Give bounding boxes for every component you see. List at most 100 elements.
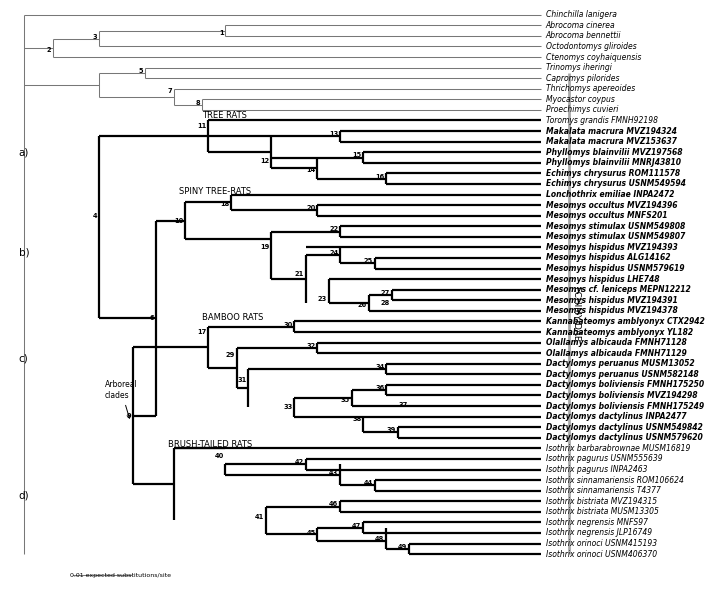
Text: Phyllomys blainvilii MVZ197568: Phyllomys blainvilii MVZ197568 (546, 148, 683, 157)
Text: Mesomys hispidus ALG14162: Mesomys hispidus ALG14162 (546, 254, 670, 263)
Text: Abrocoma bennettii: Abrocoma bennettii (546, 31, 622, 40)
Text: 47: 47 (352, 523, 361, 529)
Text: 31: 31 (237, 376, 247, 382)
Text: Dactylomys dactylinus INPA2477: Dactylomys dactylinus INPA2477 (546, 412, 686, 421)
Text: 43: 43 (329, 470, 338, 476)
Text: 40: 40 (214, 453, 224, 459)
Text: 42: 42 (295, 459, 304, 465)
Text: Mesomys hispidus LHE748: Mesomys hispidus LHE748 (546, 274, 660, 284)
Text: 21: 21 (295, 271, 304, 277)
Text: Isothrix sinnamariensis T4377: Isothrix sinnamariensis T4377 (546, 486, 661, 495)
Text: TREE RATS: TREE RATS (202, 112, 247, 120)
Text: Mesomys occultus MNFS201: Mesomys occultus MNFS201 (546, 211, 668, 220)
Text: b): b) (19, 248, 29, 258)
Text: Ctenomys coyhaiquensis: Ctenomys coyhaiquensis (546, 53, 641, 61)
Text: 3: 3 (92, 34, 98, 40)
Text: Makalata macrura MVZ194324: Makalata macrura MVZ194324 (546, 127, 677, 136)
Text: 48: 48 (375, 536, 384, 542)
Text: 2: 2 (47, 47, 52, 53)
Text: 14: 14 (306, 167, 315, 173)
Text: 1: 1 (219, 30, 224, 36)
Text: Dactylomys boliviensis FMNH175249: Dactylomys boliviensis FMNH175249 (546, 402, 704, 411)
Text: Trinomys iheringi: Trinomys iheringi (546, 63, 612, 72)
Text: Mesomys hispidus MVZ194391: Mesomys hispidus MVZ194391 (546, 296, 678, 305)
Text: 41: 41 (255, 514, 264, 520)
Text: Octodontomys gliroides: Octodontomys gliroides (546, 42, 637, 51)
Text: Makalata macrura MVZ153637: Makalata macrura MVZ153637 (546, 137, 677, 146)
Text: Mesomys hispidus USNM579619: Mesomys hispidus USNM579619 (546, 264, 684, 273)
Text: 12: 12 (260, 158, 270, 163)
Text: Proechimys cuvieri: Proechimys cuvieri (546, 106, 618, 114)
Text: Echimys chrysurus USNM549594: Echimys chrysurus USNM549594 (546, 179, 685, 188)
Text: Isothrix orinoci USNM406370: Isothrix orinoci USNM406370 (546, 550, 657, 559)
Text: Chinchilla lanigera: Chinchilla lanigera (546, 10, 617, 19)
Text: 27: 27 (381, 290, 390, 296)
Text: 35: 35 (341, 396, 350, 403)
Text: Myocastor coypus: Myocastor coypus (546, 95, 614, 104)
Text: 19: 19 (260, 244, 270, 250)
Text: 10: 10 (174, 218, 184, 224)
Text: 22: 22 (329, 227, 338, 232)
Text: 17: 17 (197, 329, 206, 335)
Text: 23: 23 (318, 296, 327, 302)
Text: 30: 30 (283, 322, 293, 327)
Text: 26: 26 (358, 301, 367, 307)
Text: 44: 44 (364, 480, 373, 486)
Text: BAMBOO RATS: BAMBOO RATS (202, 313, 264, 322)
Text: 38: 38 (352, 416, 361, 422)
Text: Olallamys albicauda FMNH71128: Olallamys albicauda FMNH71128 (546, 338, 687, 347)
Text: Olallamys albicauda FMNH71129: Olallamys albicauda FMNH71129 (546, 349, 687, 358)
Text: 29: 29 (226, 352, 235, 358)
Text: Isothrix sinnamariensis ROM106624: Isothrix sinnamariensis ROM106624 (546, 476, 684, 484)
Text: 33: 33 (283, 404, 293, 410)
Text: Mesomys occultus MVZ194396: Mesomys occultus MVZ194396 (546, 201, 678, 209)
Text: 7: 7 (167, 88, 172, 94)
Text: Dactylomys boliviensis MVZ194298: Dactylomys boliviensis MVZ194298 (546, 391, 698, 400)
Text: Isothrix negrensis JLP16749: Isothrix negrensis JLP16749 (546, 529, 652, 537)
Text: Lonchothrix emiliae INPA2472: Lonchothrix emiliae INPA2472 (546, 190, 674, 199)
Text: Arboreal
clades: Arboreal clades (105, 381, 138, 418)
Text: Isothrix orinoci USNM415193: Isothrix orinoci USNM415193 (546, 539, 657, 548)
Text: Toromys grandis FMNH92198: Toromys grandis FMNH92198 (546, 116, 658, 125)
Text: Abrocoma cinerea: Abrocoma cinerea (546, 21, 615, 30)
Text: Isothrix barbarabrownae MUSM16819: Isothrix barbarabrownae MUSM16819 (546, 444, 690, 453)
Text: Mesomys hispidus MVZ194378: Mesomys hispidus MVZ194378 (546, 306, 678, 316)
Text: 36: 36 (375, 385, 384, 391)
Text: Isothrix negrensis MNFS97: Isothrix negrensis MNFS97 (546, 518, 648, 527)
Text: 9: 9 (127, 412, 132, 418)
Text: 13: 13 (329, 131, 338, 137)
Text: Phyllomys blainvilii MNRJ43810: Phyllomys blainvilii MNRJ43810 (546, 158, 681, 168)
Text: Kannabateomys amblyonyx CTX2942: Kannabateomys amblyonyx CTX2942 (546, 317, 705, 326)
Text: 6: 6 (150, 315, 155, 322)
Text: Dactylomys boliviensis FMNH175250: Dactylomys boliviensis FMNH175250 (546, 381, 704, 389)
Text: c): c) (19, 353, 28, 363)
Text: 4: 4 (92, 212, 98, 219)
Text: 0.01 expected substitutions/site: 0.01 expected substitutions/site (70, 573, 171, 578)
Text: Isothrix pagurus INPA2463: Isothrix pagurus INPA2463 (546, 465, 647, 474)
Text: 37: 37 (398, 402, 407, 408)
Text: 39: 39 (386, 427, 396, 434)
Text: Isothrix pagurus USNM555639: Isothrix pagurus USNM555639 (546, 454, 663, 463)
Text: Mesomys cf. leniceps MEPN12212: Mesomys cf. leniceps MEPN12212 (546, 285, 690, 294)
Text: 11: 11 (197, 123, 206, 129)
Text: 32: 32 (306, 343, 315, 349)
Text: d): d) (19, 491, 29, 501)
Text: 8: 8 (196, 100, 201, 106)
Text: Dactylomys peruanus USNM582148: Dactylomys peruanus USNM582148 (546, 370, 698, 379)
Text: 45: 45 (306, 530, 315, 536)
Text: 49: 49 (398, 544, 407, 550)
Text: SPINY TREE-RATS: SPINY TREE-RATS (179, 188, 252, 196)
Text: Mesomys hispidus MVZ194393: Mesomys hispidus MVZ194393 (546, 243, 678, 252)
Text: 24: 24 (329, 250, 338, 255)
Text: Kannabateomys amblyonyx YL182: Kannabateomys amblyonyx YL182 (546, 327, 693, 336)
Text: 5: 5 (138, 68, 143, 74)
Text: Isothrix bistriata MVZ194315: Isothrix bistriata MVZ194315 (546, 497, 657, 506)
Text: ECHIMYIDAE: ECHIMYIDAE (571, 286, 580, 341)
Text: BRUSH-TAILED RATS: BRUSH-TAILED RATS (168, 440, 252, 449)
Text: 25: 25 (364, 258, 373, 264)
Text: Dactylomys dactylinus USNM549842: Dactylomys dactylinus USNM549842 (546, 422, 703, 432)
Text: Echimys chrysurus ROM111578: Echimys chrysurus ROM111578 (546, 169, 680, 178)
Text: Thrichomys apereoides: Thrichomys apereoides (546, 84, 635, 93)
Text: 20: 20 (306, 205, 315, 211)
Text: 18: 18 (220, 201, 229, 207)
